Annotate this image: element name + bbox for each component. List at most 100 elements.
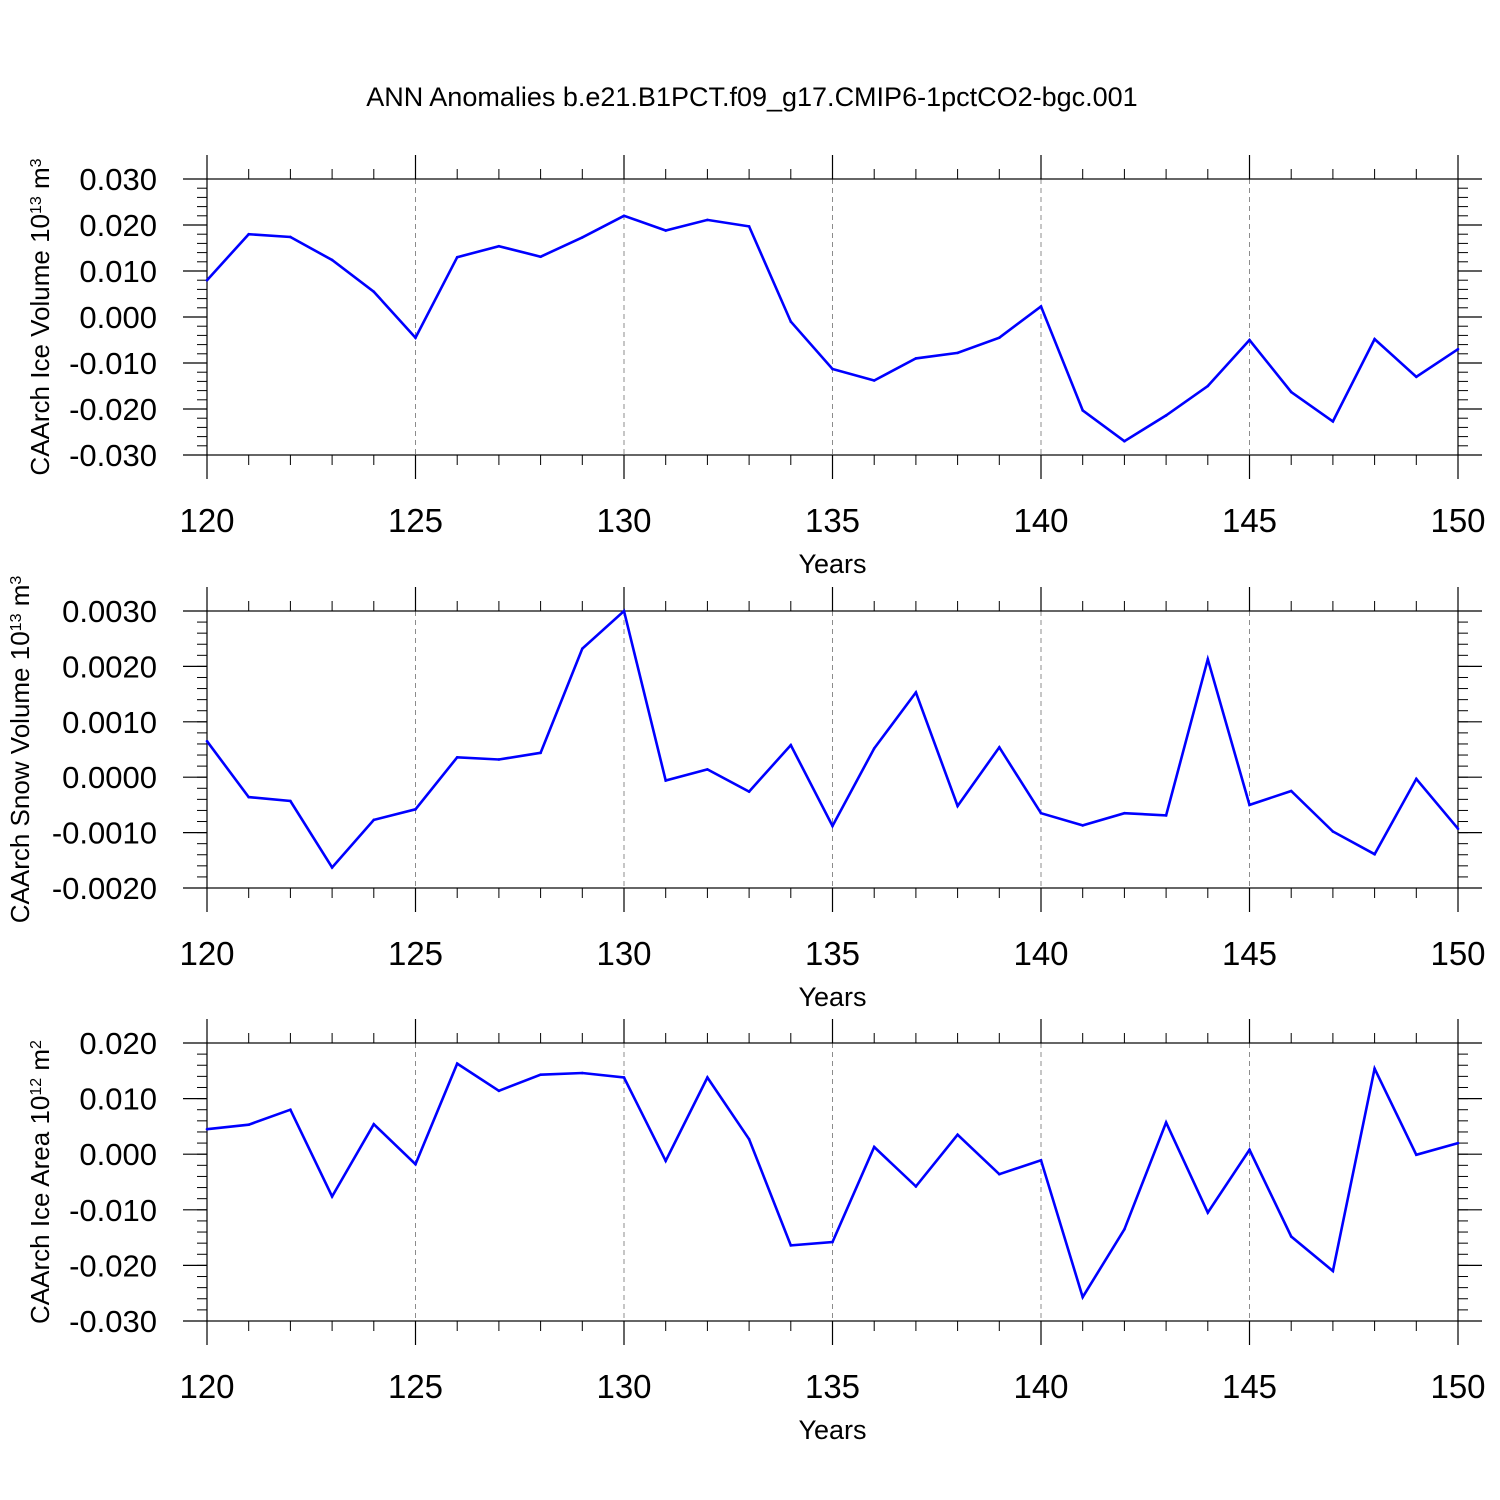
data-point xyxy=(1289,1235,1293,1238)
y-tick-label: -0.010 xyxy=(69,346,157,381)
data-point xyxy=(205,1127,209,1131)
data-point xyxy=(1456,827,1460,831)
data-point xyxy=(1456,347,1460,351)
panel-3: 120 125 130 135 140 145 150 Years 0.020 0.010 0.00… xyxy=(25,1019,1486,1445)
y-tick-label: -0.010 xyxy=(69,1193,157,1228)
data-point xyxy=(247,232,250,236)
data-point xyxy=(914,1185,918,1188)
y-tick-label: -0.0020 xyxy=(52,871,157,906)
data-point xyxy=(789,1244,793,1247)
x-tick-label: 140 xyxy=(1013,935,1068,972)
data-point xyxy=(831,1240,834,1244)
figure-title: ANN Anomalies b.e21.B1PCT.f09_g17.CMIP6-… xyxy=(366,82,1137,112)
data-point xyxy=(1331,1269,1335,1273)
x-tick-label: 135 xyxy=(805,502,860,539)
data-point xyxy=(664,229,667,232)
x-tick-label: 145 xyxy=(1222,935,1277,972)
y-tick-label: -0.0010 xyxy=(52,816,157,851)
x-tick-label: 135 xyxy=(805,935,860,972)
data-point xyxy=(872,1145,876,1149)
data-point xyxy=(414,1162,417,1166)
y-tick-label: -0.020 xyxy=(69,1248,157,1283)
data-point xyxy=(539,751,542,755)
data-point xyxy=(956,804,959,808)
data-point xyxy=(831,367,834,371)
data-point xyxy=(956,1133,959,1137)
x-tick-label: 125 xyxy=(388,935,443,972)
data-point xyxy=(581,1071,584,1075)
data-point xyxy=(581,647,584,650)
data-point xyxy=(872,747,876,750)
data-point xyxy=(205,739,209,743)
x-tick-label: 125 xyxy=(388,1368,443,1405)
y-tick-label: 0.000 xyxy=(79,1137,157,1172)
x-tick-label: 145 xyxy=(1222,502,1277,539)
data-point xyxy=(289,1108,292,1112)
data-point xyxy=(1373,337,1376,341)
data-point xyxy=(998,336,1001,340)
data-point xyxy=(1331,420,1335,423)
data-point xyxy=(1081,1295,1084,1299)
y-tick-label: 0.0010 xyxy=(62,705,157,740)
x-tick-label: 150 xyxy=(1430,1368,1485,1405)
x-axis-title: Years xyxy=(798,549,866,579)
y-tick-label: 0.020 xyxy=(79,1026,157,1061)
data-point xyxy=(914,357,918,360)
data-point xyxy=(1373,852,1376,856)
data-point xyxy=(1039,811,1043,815)
y-tick-label: -0.030 xyxy=(69,1304,157,1339)
data-point xyxy=(956,351,959,355)
data-point xyxy=(1206,1211,1210,1214)
data-point xyxy=(664,779,667,782)
data-point xyxy=(789,320,793,323)
data-point xyxy=(1081,824,1084,827)
data-point xyxy=(872,379,876,382)
data-point xyxy=(1164,1121,1168,1124)
y-tick-label: 0.010 xyxy=(79,254,157,289)
data-point xyxy=(455,1062,459,1065)
data-point xyxy=(706,1076,709,1079)
data-point xyxy=(1331,830,1335,833)
data-point xyxy=(1289,390,1293,394)
x-tick-label: 135 xyxy=(805,1368,860,1405)
data-point xyxy=(1373,1067,1376,1070)
x-tick-label: 120 xyxy=(179,935,234,972)
y-tick-label: 0.0000 xyxy=(62,760,157,795)
data-point xyxy=(1415,1153,1418,1157)
data-point xyxy=(1123,439,1126,443)
data-point xyxy=(1164,814,1168,817)
x-tick-label: 145 xyxy=(1222,1368,1277,1405)
data-point xyxy=(1456,1141,1460,1145)
data-point xyxy=(1289,789,1293,793)
y-axis-title: CAArch Snow Volume 1013 m3 xyxy=(5,576,35,924)
x-tick-label: 140 xyxy=(1013,502,1068,539)
data-point xyxy=(1123,811,1126,815)
data-point xyxy=(747,225,751,228)
data-point xyxy=(1248,803,1251,807)
data-point xyxy=(998,745,1001,749)
data-point xyxy=(789,743,793,747)
x-tick-label: 130 xyxy=(596,502,651,539)
y-tick-label: 0.010 xyxy=(79,1082,157,1117)
data-point xyxy=(539,255,542,259)
data-point xyxy=(1039,305,1043,308)
data-point xyxy=(372,818,376,822)
x-tick-label: 150 xyxy=(1430,502,1485,539)
data-point xyxy=(706,768,709,771)
data-point xyxy=(372,290,376,294)
y-tick-label: -0.020 xyxy=(69,392,157,427)
y-axis-title: CAArch Ice Area 1012 m2 xyxy=(25,1040,55,1324)
x-tick-label: 140 xyxy=(1013,1368,1068,1405)
data-point xyxy=(622,214,626,218)
y-tick-label: 0.030 xyxy=(79,162,157,197)
data-point xyxy=(289,235,292,239)
data-point xyxy=(914,691,918,694)
data-point xyxy=(581,236,584,239)
data-point xyxy=(1123,1227,1126,1231)
x-tick-label: 125 xyxy=(388,502,443,539)
panel-1: 120 125 130 135 140 145 150 Years 0.030 0.020 0.01… xyxy=(25,155,1486,579)
data-point xyxy=(455,755,459,759)
data-point xyxy=(664,1159,667,1163)
data-point xyxy=(998,1172,1001,1176)
data-point xyxy=(497,758,501,761)
